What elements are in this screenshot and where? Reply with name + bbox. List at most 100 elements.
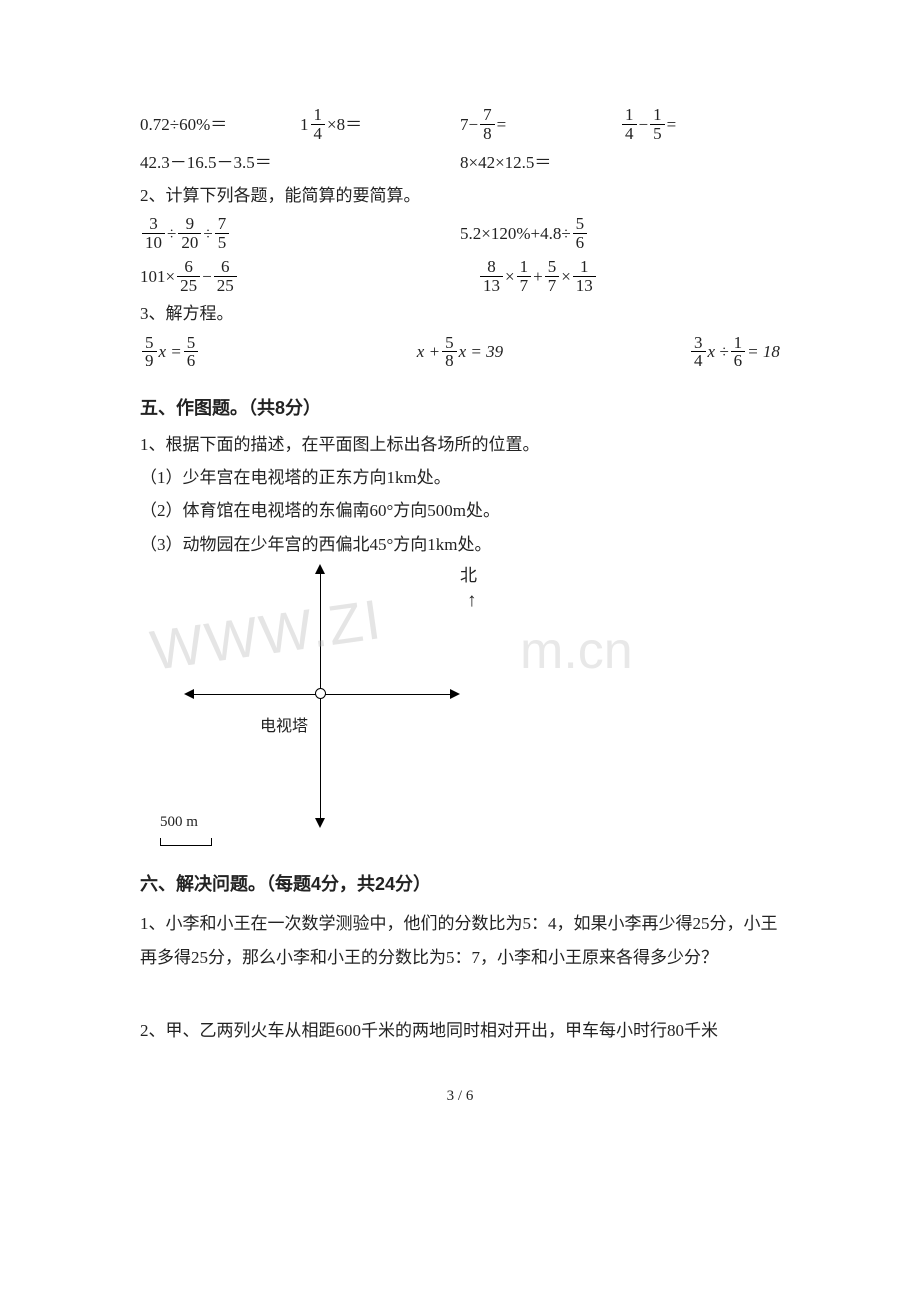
- denominator: 25: [177, 276, 200, 295]
- arrow-left-icon: [184, 689, 194, 699]
- denominator: 13: [573, 276, 596, 295]
- numerator: 5: [573, 215, 588, 233]
- arrow-down-icon: [315, 818, 325, 828]
- q1-item-1: 0.72÷60%＝: [140, 106, 300, 143]
- numerator: 1: [577, 258, 592, 276]
- numerator: 8: [484, 258, 499, 276]
- fraction: 56: [573, 215, 588, 252]
- numerator: 7: [215, 215, 230, 233]
- op: +: [533, 263, 543, 290]
- fraction: 113: [573, 258, 596, 295]
- denominator: 6: [184, 351, 199, 370]
- numerator: 6: [218, 258, 233, 276]
- scale-bar: [160, 838, 212, 846]
- eq-mid: x =: [159, 338, 182, 365]
- spacer: [140, 981, 780, 1011]
- q1-row2-right: 8×42×12.5＝: [460, 149, 780, 176]
- denominator: 5: [215, 233, 230, 252]
- fraction: 56: [184, 334, 199, 371]
- fraction: 16: [731, 334, 746, 371]
- q3-eq-3: 34 x ÷ 16 = 18: [567, 334, 780, 371]
- q2-row2: 101× 625 − 625 813 × 17 + 57 × 113: [140, 258, 780, 295]
- q1-item-3: 7− 7 8 =: [460, 106, 620, 143]
- expr-tail: x = 39: [459, 338, 504, 365]
- section6-p2: 2、甲、乙两列火车从相距600千米的两地同时相对开出，甲车每小时行80千米: [140, 1017, 780, 1044]
- denominator: 10: [142, 233, 165, 252]
- numerator: 3: [691, 334, 706, 352]
- denominator: 20: [178, 233, 201, 252]
- numerator: 1: [650, 106, 665, 124]
- expr-tail: = 18: [747, 338, 780, 365]
- q2-row2-left: 101× 625 − 625: [140, 258, 460, 295]
- arrow-up-icon: [315, 564, 325, 574]
- numerator: 3: [146, 215, 161, 233]
- fraction: 7 8: [480, 106, 495, 143]
- expr-text: 8×42×12.5＝: [460, 149, 551, 176]
- denominator: 8: [442, 351, 457, 370]
- fraction: 17: [517, 258, 532, 295]
- q3-title: 3、解方程。: [140, 300, 780, 327]
- numerator: 1: [311, 106, 326, 124]
- section5-line-2: （2）体育馆在电视塔的东偏南60°方向500m处。: [140, 497, 780, 524]
- section5-intro: 1、根据下面的描述，在平面图上标出各场所的位置。: [140, 431, 780, 458]
- q2-row2-right: 813 × 17 + 57 × 113: [460, 258, 780, 295]
- denominator: 4: [622, 124, 637, 143]
- denominator: 6: [731, 351, 746, 370]
- mixed-int: 1: [300, 111, 309, 138]
- section5-heading: 五、作图题。（共8分）: [140, 394, 780, 423]
- expr-tail: =: [667, 111, 677, 138]
- fraction: 57: [545, 258, 560, 295]
- denominator: 13: [480, 276, 503, 295]
- op: −: [202, 263, 212, 290]
- fraction: 75: [215, 215, 230, 252]
- fraction: 310: [142, 215, 165, 252]
- expr-tail: ×8＝: [327, 111, 362, 138]
- section5-line-1: （1）少年宫在电视塔的正东方向1km处。: [140, 464, 780, 491]
- expr-pre: x +: [417, 338, 440, 365]
- q3-eq-1: 59 x = 56: [140, 334, 353, 371]
- expr-pre: 5.2×120%+4.8÷: [460, 220, 571, 247]
- numerator: 1: [622, 106, 637, 124]
- origin-point: [315, 688, 326, 699]
- fraction: 1 4: [311, 106, 326, 143]
- denominator: 8: [480, 124, 495, 143]
- page-number: 3 / 6: [140, 1084, 780, 1108]
- numerator: 5: [142, 334, 157, 352]
- eq-mid: x ÷: [708, 338, 729, 365]
- q3-eq-2: x + 58 x = 39: [353, 334, 566, 371]
- fraction: 625: [214, 258, 237, 295]
- denominator: 7: [545, 276, 560, 295]
- fraction: 920: [178, 215, 201, 252]
- expr-text: 0.72÷60%＝: [140, 111, 227, 138]
- q2-row1: 310 ÷ 920 ÷ 75 5.2×120%+4.8÷ 56: [140, 215, 780, 252]
- north-arrow-icon: ↑: [467, 586, 477, 616]
- numerator: 9: [183, 215, 198, 233]
- compass-diagram: 电视塔 北 ↑ 500 m: [160, 566, 490, 846]
- numerator: 1: [731, 334, 746, 352]
- q1-item-4: 1 4 − 1 5 =: [620, 106, 780, 143]
- fraction: 625: [177, 258, 200, 295]
- fraction: 813: [480, 258, 503, 295]
- q1-row1: 0.72÷60%＝ 1 1 4 ×8＝ 7− 7 8 = 1 4 −: [140, 106, 780, 143]
- scale-label: 500 m: [160, 810, 198, 834]
- expr-pre: 101×: [140, 263, 175, 290]
- q1-row2: 42.3－16.5－3.5＝ 8×42×12.5＝: [140, 149, 780, 176]
- numerator: 1: [517, 258, 532, 276]
- numerator: 7: [480, 106, 495, 124]
- numerator: 5: [545, 258, 560, 276]
- q2-row1-right: 5.2×120%+4.8÷ 56: [460, 215, 780, 252]
- fraction: 1 5: [650, 106, 665, 143]
- expr-text: 42.3－16.5－3.5＝: [140, 149, 272, 176]
- q3-row: 59 x = 56 x + 58 x = 39 34 x ÷ 16 = 18: [140, 334, 780, 371]
- denominator: 6: [573, 233, 588, 252]
- fraction: 1 4: [622, 106, 637, 143]
- op: ×: [561, 263, 571, 290]
- denominator: 4: [311, 124, 326, 143]
- fraction: 58: [442, 334, 457, 371]
- op: ÷: [167, 220, 176, 247]
- q1-row2-left: 42.3－16.5－3.5＝: [140, 149, 460, 176]
- denominator: 7: [517, 276, 532, 295]
- op: ÷: [203, 220, 212, 247]
- fraction: 34: [691, 334, 706, 371]
- numerator: 6: [181, 258, 196, 276]
